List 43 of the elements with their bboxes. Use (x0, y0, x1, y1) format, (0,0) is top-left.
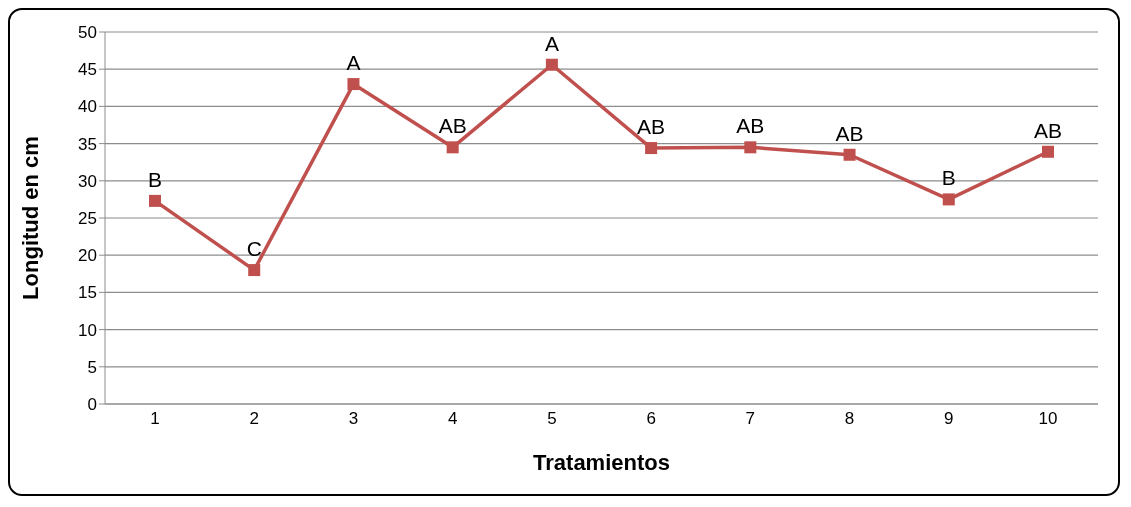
annotation: AB (736, 114, 765, 138)
point (744, 141, 757, 154)
annotation: A (346, 51, 361, 75)
x-tick-label: 8 (844, 409, 855, 429)
annotation: A (544, 31, 559, 55)
y-tick-label: 25 (78, 209, 97, 229)
annotation: B (147, 167, 163, 191)
y-tick-label: 15 (78, 283, 97, 303)
x-tick-label: 5 (547, 409, 557, 429)
x-tick-label: 9 (944, 409, 954, 429)
y-tick-label: 20 (78, 246, 97, 266)
annotation: AB (438, 114, 467, 138)
point (645, 142, 658, 155)
point (1042, 145, 1054, 158)
x-tick-label: 10 (1038, 409, 1058, 429)
annotation: AB (1033, 118, 1063, 142)
y-tick-label: 45 (78, 60, 97, 80)
y-tick-label: 10 (78, 320, 97, 340)
y-tick-label: 5 (87, 357, 97, 377)
y-tick-label: 40 (78, 97, 97, 117)
point (347, 78, 360, 91)
annotation: AB (835, 121, 864, 145)
point (248, 264, 261, 277)
x-tick-label: 2 (249, 409, 259, 429)
x-tick-label: 1 (150, 409, 160, 429)
x-tick-label: 4 (447, 409, 458, 429)
point (446, 141, 459, 154)
annotation: C (246, 237, 262, 261)
annotation: B (941, 166, 956, 190)
x-tick-label: 3 (348, 409, 359, 429)
x-tick-label: 6 (646, 409, 656, 429)
y-tick-label: 50 (78, 23, 97, 43)
point (149, 194, 161, 207)
annotation: AB (637, 115, 666, 139)
y-axis-title: Longitud en cm (17, 136, 43, 300)
x-axis-title: Tratamientos (533, 450, 670, 475)
y-tick-label: 35 (78, 134, 97, 154)
x-tick-label: 7 (745, 409, 756, 429)
point (545, 58, 558, 71)
y-tick-label: 30 (78, 171, 97, 191)
y-tick-label: 0 (87, 395, 97, 415)
point (843, 148, 856, 161)
point (942, 193, 955, 206)
